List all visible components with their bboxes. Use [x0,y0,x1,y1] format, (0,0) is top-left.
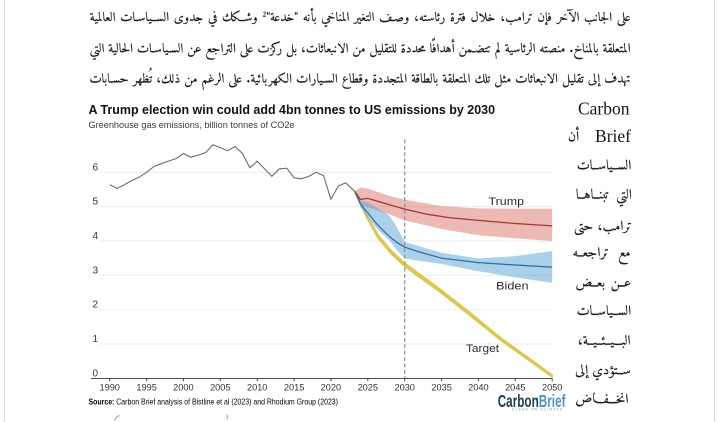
svg-text:1995: 1995 [136,382,156,392]
svg-text:2025: 2025 [358,382,378,392]
svg-text:Trump: Trump [489,196,525,208]
svg-text:Greenhouse gas emissions, bill: Greenhouse gas emissions, billion tonnes… [89,120,295,131]
svg-text:3: 3 [92,265,98,276]
svg-text:CLEAR ON CLIMATE: CLEAR ON CLIMATE [512,407,563,411]
svg-text:2045: 2045 [505,382,525,392]
svg-text:5: 5 [92,197,98,208]
svg-text:2020: 2020 [321,382,341,392]
svg-text:Brief: Brief [595,126,631,146]
svg-text:Carbon: Carbon [578,99,630,119]
svg-text:A Trump election win could add: A Trump election win could add 4bn tonne… [89,103,496,117]
svg-text:2015: 2015 [284,382,304,392]
svg-text:2010: 2010 [247,382,267,392]
svg-text:2050: 2050 [542,382,562,392]
svg-text:2040: 2040 [468,382,488,392]
svg-text:2035: 2035 [431,382,451,392]
svg-text:2000: 2000 [173,382,193,392]
svg-text:2030: 2030 [394,382,414,392]
svg-text:0: 0 [92,368,98,379]
svg-text:Target: Target [466,343,499,355]
svg-text:2: 2 [92,300,98,311]
svg-text:Biden: Biden [496,281,529,293]
svg-text:CarbonBrief: CarbonBrief [498,391,566,411]
svg-text:1: 1 [92,334,98,345]
svg-text:Source: Carbon Brief analysis: Source: Carbon Brief analysis of Bistlin… [89,397,339,406]
svg-text:2005: 2005 [210,382,230,392]
svg-text:1990: 1990 [99,382,119,392]
svg-text:4: 4 [92,231,98,242]
svg-text:6: 6 [92,162,98,173]
